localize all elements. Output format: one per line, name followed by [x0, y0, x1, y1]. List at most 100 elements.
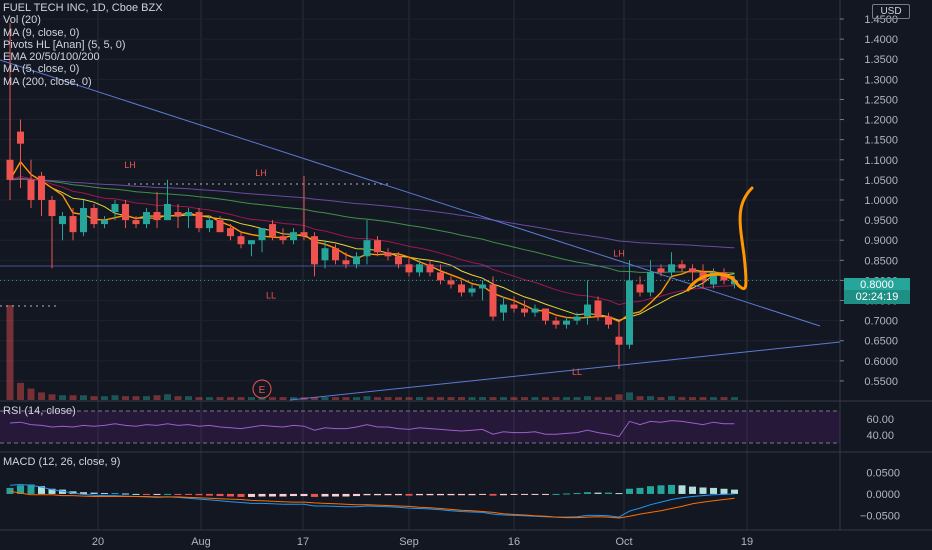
macd-histogram-bar — [731, 489, 738, 494]
pivot-label: LL — [266, 290, 276, 300]
macd-histogram-bar — [416, 493, 423, 496]
candle-body — [405, 264, 413, 273]
candle-body — [605, 316, 612, 325]
ema20-line — [9, 175, 735, 306]
candle-body — [290, 232, 297, 241]
volume-bar — [468, 397, 476, 400]
candle-body — [69, 216, 77, 233]
candle-body — [447, 280, 455, 285]
candle-body — [489, 284, 497, 317]
indicator-ma9[interactable]: MA (9, close, 0) — [3, 26, 80, 39]
candle-body — [321, 248, 329, 261]
currency-badge[interactable]: USD — [872, 4, 910, 19]
volume-bar — [122, 396, 129, 400]
volume-bar — [248, 397, 255, 400]
volume-bar — [626, 392, 633, 400]
rsi-pane[interactable] — [0, 410, 840, 444]
volume-bar — [363, 396, 371, 400]
time-tick-label: Aug — [191, 536, 211, 548]
macd-histogram-bar — [605, 492, 612, 494]
candle-body — [363, 240, 371, 257]
volume-bar — [38, 392, 45, 400]
candle-body — [258, 228, 266, 241]
macd-histogram-bar — [468, 493, 476, 496]
price-tick-label: 0.6000 — [864, 356, 898, 368]
volume-bar — [605, 397, 612, 400]
volume-bar — [237, 397, 245, 400]
candle-body — [384, 252, 392, 257]
indicator-pivots[interactable]: Pivots HL [Anan] (5, 5, 0) — [3, 38, 126, 51]
candle-body — [395, 256, 402, 265]
macd-histogram-bar — [353, 493, 360, 497]
candle-body — [353, 256, 360, 265]
time-tick-label: 20 — [92, 536, 104, 548]
hand-drawn-projection — [686, 186, 754, 292]
macd-legend[interactable]: MACD (12, 26, close, 9) — [3, 456, 121, 468]
price-axis[interactable]: 1.45001.40001.35001.30001.25001.20001.15… — [840, 14, 900, 522]
macd-histogram-bar — [27, 484, 35, 494]
macd-pane[interactable] — [6, 483, 739, 519]
indicator-ema[interactable]: EMA 20/50/100/200 — [3, 51, 100, 64]
price-tick-label: 1.1000 — [864, 155, 898, 167]
rsi-legend[interactable]: RSI (14, close) — [3, 405, 76, 417]
candle-body — [458, 284, 465, 293]
volume-bar — [594, 397, 602, 400]
macd-histogram-bar — [279, 493, 287, 497]
candle-body — [332, 248, 339, 261]
indicator-ma5[interactable]: MA (5, close, 0) — [3, 63, 80, 76]
candle-body — [206, 220, 213, 229]
volume-bar — [174, 396, 182, 400]
candle-body — [48, 199, 56, 217]
macd-histogram-bar — [710, 487, 717, 494]
volume-bar — [185, 396, 192, 400]
price-pane[interactable]: LH LH LL LL LH E — [0, 23, 841, 401]
candle-body — [111, 204, 119, 213]
pivot-label: LH — [613, 248, 625, 258]
volume-bar — [563, 397, 570, 400]
chart-legend: FUEL TECH INC, 1D, Cboe BZX Vol (20) MA … — [3, 2, 163, 88]
macd-histogram-bar — [384, 493, 392, 496]
macd-histogram-bar — [636, 487, 644, 494]
candle-body — [216, 220, 224, 233]
symbol-title[interactable]: FUEL TECH INC, 1D, Cboe BZX — [3, 2, 163, 14]
price-tick-label: 1.2000 — [864, 115, 898, 127]
rsi-line — [9, 420, 735, 438]
indicator-vol[interactable]: Vol (20) — [3, 14, 41, 27]
macd-histogram-bar — [17, 485, 24, 494]
candle-body — [195, 212, 203, 229]
macd-histogram-bar — [6, 487, 14, 494]
macd-histogram-bar — [332, 493, 339, 497]
macd-histogram-bar — [342, 493, 350, 497]
macd-histogram-bar — [195, 493, 203, 496]
macd-histogram-bar — [668, 484, 675, 494]
volume-bar — [437, 397, 444, 400]
volume-bar — [542, 397, 549, 400]
last-price-badge: 0.8000 — [844, 278, 910, 292]
time-axis[interactable]: 20 Aug 17 Sep 16 Oct 19 — [92, 536, 753, 548]
volume-bar — [405, 397, 413, 400]
macd-histogram-bar — [510, 493, 518, 495]
macd-histogram-bar — [132, 493, 140, 495]
indicator-ma200[interactable]: MA (200, close, 0) — [3, 75, 92, 88]
time-tick-label: 19 — [741, 536, 753, 548]
candle-body — [552, 320, 560, 325]
rsi-tick-label: 60.00 — [866, 414, 894, 426]
macd-histogram-bar — [206, 493, 213, 496]
time-tick-label: Oct — [615, 536, 632, 548]
macd-histogram-bar — [174, 493, 182, 495]
volume-bar — [731, 397, 738, 400]
candle-body — [510, 304, 518, 309]
price-tick-label: 1.1500 — [864, 135, 898, 147]
macd-histogram-bar — [143, 493, 150, 495]
earnings-marker — [252, 379, 272, 399]
macd-tick-label: 0.0500 — [866, 467, 900, 479]
volume-bar — [332, 397, 339, 400]
price-tick-label: 1.4000 — [864, 34, 898, 46]
volume-bar — [384, 397, 392, 400]
volume-bar — [668, 396, 675, 400]
macd-histogram-bar — [164, 493, 171, 495]
volume-bar — [132, 396, 140, 400]
macd-histogram-bar — [405, 493, 413, 496]
volume-bar — [426, 397, 434, 400]
